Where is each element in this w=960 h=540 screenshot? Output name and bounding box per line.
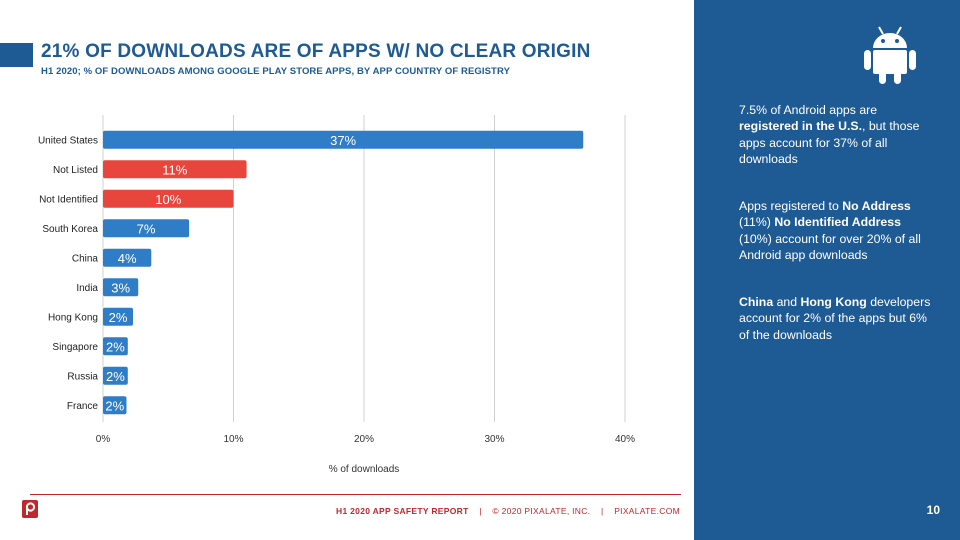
bar — [103, 278, 139, 297]
category-label: Russia — [67, 371, 98, 382]
chart-bars — [103, 130, 584, 415]
footer-separator: | — [479, 506, 482, 516]
x-tick-label: 40% — [615, 434, 635, 445]
insight-text-run: Hong Kong — [800, 295, 867, 309]
bar — [103, 189, 234, 208]
slide-title: 21% OF DOWNLOADS ARE OF APPS W/ NO CLEAR… — [41, 41, 591, 62]
category-label: India — [76, 283, 98, 294]
x-tick-label: 0% — [96, 434, 111, 445]
pixalate-logo-icon — [22, 500, 38, 518]
bar-value-label: 2% — [106, 339, 125, 354]
insight-text-run: No Identified Address — [774, 215, 901, 230]
bar-value-label: 37% — [330, 133, 356, 148]
bar-value-label: 7% — [137, 221, 156, 236]
category-label: China — [72, 253, 99, 264]
footer-separator: | — [601, 506, 604, 516]
category-label: Singapore — [52, 342, 98, 353]
title-accent-bar — [0, 43, 33, 67]
bar-value-label: 2% — [106, 369, 125, 384]
bar-value-label: 2% — [105, 398, 124, 413]
footer-copyright: © 2020 PIXALATE, INC. — [492, 506, 591, 516]
insight-no-address: Apps registered to No Address (11%) No I… — [739, 198, 934, 264]
page-number: 10 — [926, 503, 940, 517]
category-label: Hong Kong — [48, 312, 98, 323]
category-label: Not Listed — [53, 165, 98, 176]
android-icon — [864, 26, 916, 84]
bar — [103, 337, 128, 356]
insight-text-run: (10%) account for over 20% of all Androi… — [739, 231, 921, 263]
x-tick-label: 20% — [354, 434, 374, 445]
insight-text-run: Apps registered to — [739, 199, 843, 213]
category-label: United States — [38, 135, 98, 146]
category-label: France — [67, 401, 99, 412]
chart-labels: 0% 10% 20% 30% 40% United States 37% Not Listed… — [38, 133, 635, 475]
bar-value-label: 11% — [162, 162, 187, 177]
insights-panel: 7.5% of Android apps are registered in t… — [694, 0, 960, 540]
insight-text-run: and — [773, 295, 801, 309]
footer-website-link[interactable]: PIXALATE.COM — [614, 506, 680, 516]
insight-text-run: developers account for 2% of the apps bu… — [739, 295, 931, 342]
x-axis-label: % of downloads — [329, 464, 400, 475]
bar — [103, 396, 127, 415]
insight-text-run: (11%) — [739, 215, 775, 230]
bar-value-label: 10% — [155, 192, 181, 207]
insight-us-registered: 7.5% of Android apps are registered in t… — [739, 102, 934, 168]
bar — [103, 248, 152, 267]
bar — [103, 130, 584, 149]
insight-text-run: China — [739, 295, 774, 309]
insight-text-run: registered in the U.S. — [739, 119, 862, 134]
category-label: Not Identified — [39, 194, 98, 205]
bar-value-label: 2% — [109, 310, 128, 325]
footer-text: H1 2020 APP SAFETY REPORT | © 2020 PIXAL… — [336, 506, 680, 516]
footer-report-name: H1 2020 APP SAFETY REPORT — [336, 506, 469, 516]
insight-text-run: No Address — [842, 199, 911, 213]
category-label: South Korea — [42, 224, 98, 235]
insight-text-run: , but those apps account for 37% of all … — [739, 119, 920, 167]
x-tick-label: 30% — [484, 434, 504, 445]
bar — [103, 307, 134, 326]
footer-divider — [30, 494, 681, 495]
x-tick-label: 10% — [223, 434, 243, 445]
bar-value-label: 4% — [118, 251, 137, 266]
downloads-bar-chart: 0% 10% 20% 30% 40% United States 37% Not Listed… — [38, 115, 635, 475]
insight-text-run: 7.5% of Android apps are — [739, 103, 878, 117]
slide-subtitle: H1 2020; % OF DOWNLOADS AMONG GOOGLE PLA… — [41, 66, 511, 77]
bar — [103, 160, 247, 179]
bar-value-label: 3% — [111, 280, 130, 295]
bar — [103, 366, 128, 385]
insight-china-hong-kong: China and Hong Kong developers account f… — [739, 294, 934, 343]
bar — [103, 219, 190, 238]
